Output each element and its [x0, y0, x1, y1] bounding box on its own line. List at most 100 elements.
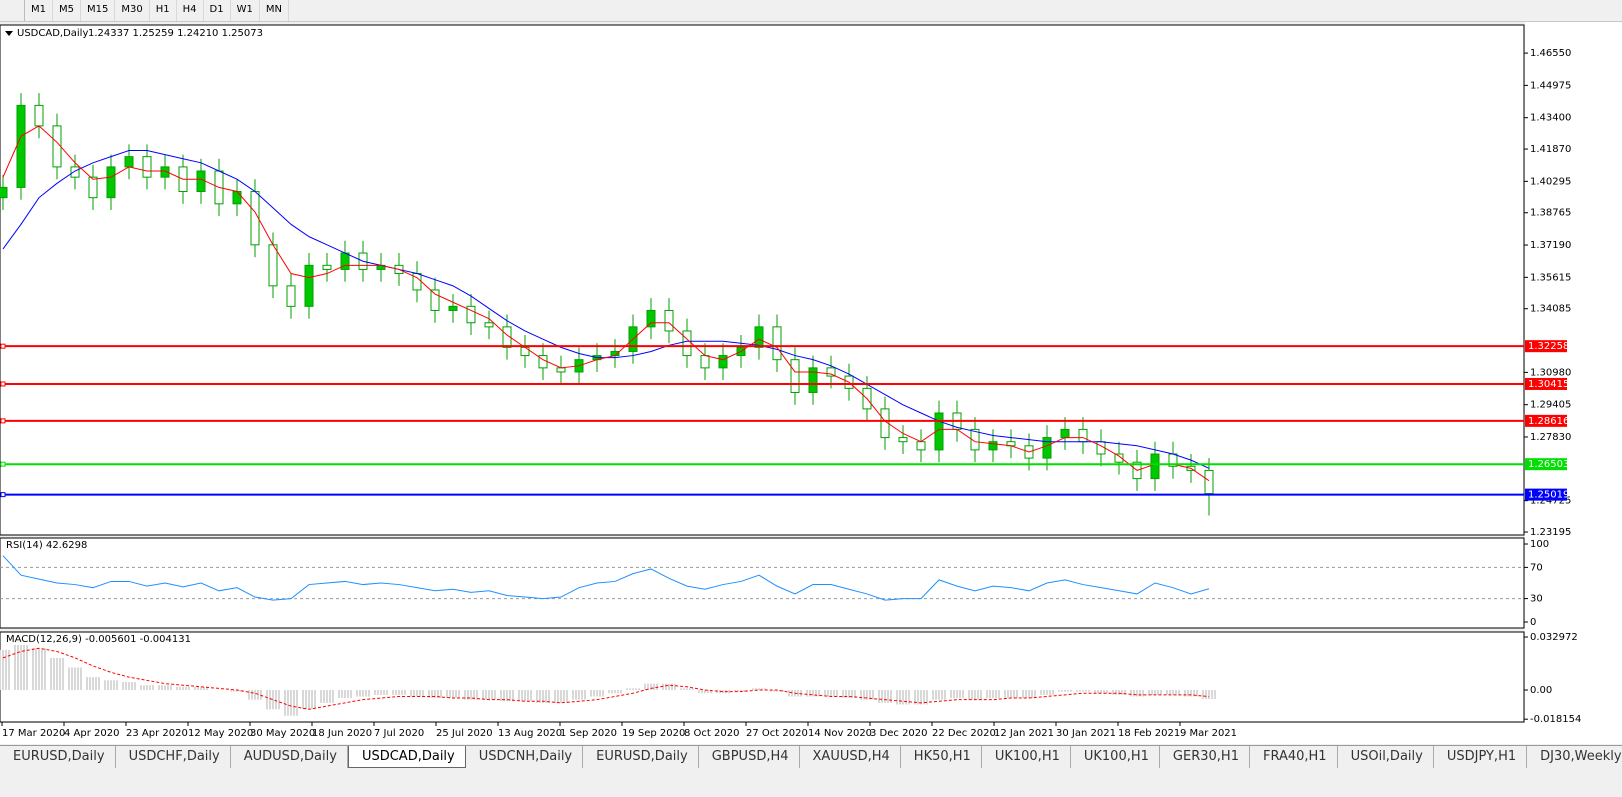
line-price-label: 1.26503 [1528, 459, 1569, 470]
x-tick-label: 12 May 2020 [188, 728, 253, 739]
timeframe-button[interactable]: M15 [81, 0, 116, 21]
timeframe-button[interactable]: MN [260, 0, 289, 21]
symbol-tab[interactable]: EURUSD,Daily [583, 746, 699, 768]
symbol-tab[interactable]: UK100,H1 [1071, 746, 1160, 768]
symbol-menu [5, 31, 13, 36]
candle-body [160, 166, 170, 178]
rsi-panel [0, 537, 1525, 629]
line-price-label: 1.30415 [1528, 379, 1569, 390]
candle-body [520, 346, 530, 357]
y-tick-label: 0.032972 [1530, 632, 1578, 643]
x-tick-label: 25 Jul 2020 [436, 728, 493, 739]
timeframe-button[interactable]: M30 [115, 0, 150, 21]
symbol-tab[interactable]: XAUUSD,H4 [800, 746, 901, 768]
rsi-title: RSI(14) 42.6298 [6, 540, 87, 551]
symbol-tab[interactable]: GER30,H1 [1160, 746, 1250, 768]
candle-body [448, 305, 458, 311]
y-tick-label: 1.29405 [1530, 400, 1571, 411]
candle-body [0, 186, 8, 199]
candle-body [934, 412, 944, 451]
candle-body [268, 244, 278, 287]
line-price-box [1525, 458, 1567, 471]
symbol-tab[interactable]: GBPUSD,H4 [699, 746, 800, 768]
line-price-label: 1.32258 [1528, 341, 1569, 352]
line-price-box [1525, 340, 1567, 353]
x-tick-label: 18 Feb 2021 [1118, 728, 1180, 739]
timeframe-button[interactable]: W1 [231, 0, 260, 21]
candle-body [430, 289, 440, 311]
symbol-tab[interactable]: HK50,H1 [901, 746, 982, 768]
chart-title: USDCAD,Daily [17, 28, 88, 39]
x-tick-label: 19 Sep 2020 [622, 728, 685, 739]
y-tick-label: 0.00 [1530, 685, 1552, 696]
x-tick-label: 27 Oct 2020 [746, 728, 808, 739]
candle-body [196, 170, 206, 193]
symbol-tab[interactable]: USDCHF,Daily [116, 746, 231, 768]
timeframe-button[interactable]: D1 [204, 0, 231, 21]
candle-body [16, 104, 26, 188]
symbol-tab[interactable]: AUDUSD,Daily [231, 746, 348, 768]
y-tick-label: 70 [1530, 562, 1543, 573]
x-tick-label: 30 Jan 2021 [1056, 728, 1116, 739]
y-tick-label: 1.41870 [1530, 144, 1571, 155]
candle-body [322, 264, 332, 270]
y-tick-label: 1.38765 [1530, 208, 1571, 219]
candle-body [1078, 428, 1088, 443]
moving-average [2, 125, 1210, 482]
y-tick-label: 1.35615 [1530, 272, 1571, 283]
toolbar: M1 M5 M15 M30 H1 H4 D1 W1 MN [0, 0, 1622, 22]
y-tick-label: 30 [1530, 594, 1543, 605]
symbol-tab[interactable]: USDCNH,Daily [466, 746, 584, 768]
y-tick-label: 100 [1530, 539, 1549, 550]
symbol-tab[interactable]: UK100,H1 [982, 746, 1071, 768]
x-tick-label: 17 Mar 2020 [2, 728, 65, 739]
timeframe-button[interactable]: M5 [53, 0, 81, 21]
candle-body [52, 125, 62, 168]
timeframe-button[interactable]: H4 [177, 0, 204, 21]
candle-body [790, 359, 800, 393]
symbol-tab[interactable]: USDJPY,H1 [1434, 746, 1528, 768]
chart: USDCAD,Daily 1.24337 1.25259 1.24210 1.2… [0, 22, 1622, 744]
timeframe-button[interactable]: M1 [25, 0, 53, 21]
x-tick-label: 23 Apr 2020 [126, 728, 188, 739]
symbol-tab[interactable]: USDCAD,Daily [347, 746, 466, 768]
candle-body [124, 156, 134, 168]
y-tick-label: -0.018154 [1530, 714, 1581, 725]
candle-body [88, 176, 98, 199]
symbol-tab[interactable]: USOil,Daily [1338, 746, 1434, 768]
time-axis [0, 723, 1525, 744]
price-panel [0, 24, 1525, 536]
candle-body [664, 309, 674, 332]
x-tick-label: 9 Mar 2021 [1180, 728, 1237, 739]
x-tick-label: 3 Dec 2020 [870, 728, 928, 739]
candle-body [1060, 428, 1070, 439]
candle-body [700, 355, 710, 369]
x-tick-label: 8 Oct 2020 [684, 728, 739, 739]
macd-signal [2, 647, 1210, 710]
x-tick-label: 12 Jan 2021 [994, 728, 1054, 739]
x-tick-label: 13 Aug 2020 [498, 728, 562, 739]
y-tick-label: 1.43400 [1530, 113, 1571, 124]
line-handle [0, 418, 6, 424]
candle-body [1204, 469, 1214, 495]
candle-body [484, 322, 494, 328]
symbol-tab[interactable]: FRA40,H1 [1250, 746, 1338, 768]
line-handle [0, 461, 6, 467]
line-handle [0, 343, 6, 349]
candle-body [286, 285, 296, 307]
tab-bar: EURUSD,Daily USDCHF,Daily AUDUSD,Daily USDC… [0, 745, 1622, 768]
candle-body [682, 330, 692, 357]
y-tick-label: 1.24725 [1530, 496, 1571, 507]
candle-body [646, 309, 656, 328]
line-price-box [1525, 488, 1567, 501]
y-tick-label: 1.34085 [1530, 304, 1571, 315]
symbol-tab[interactable]: EURUSD,Daily [0, 746, 116, 768]
timeframe-button[interactable]: H1 [150, 0, 177, 21]
candle-body [502, 326, 512, 348]
rsi-line [2, 555, 1210, 601]
line-price-box [1525, 414, 1567, 427]
candle-body [772, 326, 782, 361]
line-price-label: 1.28616 [1528, 416, 1569, 427]
candle-body [808, 367, 818, 393]
symbol-tab[interactable]: DJ30,Weekly [1527, 746, 1622, 768]
